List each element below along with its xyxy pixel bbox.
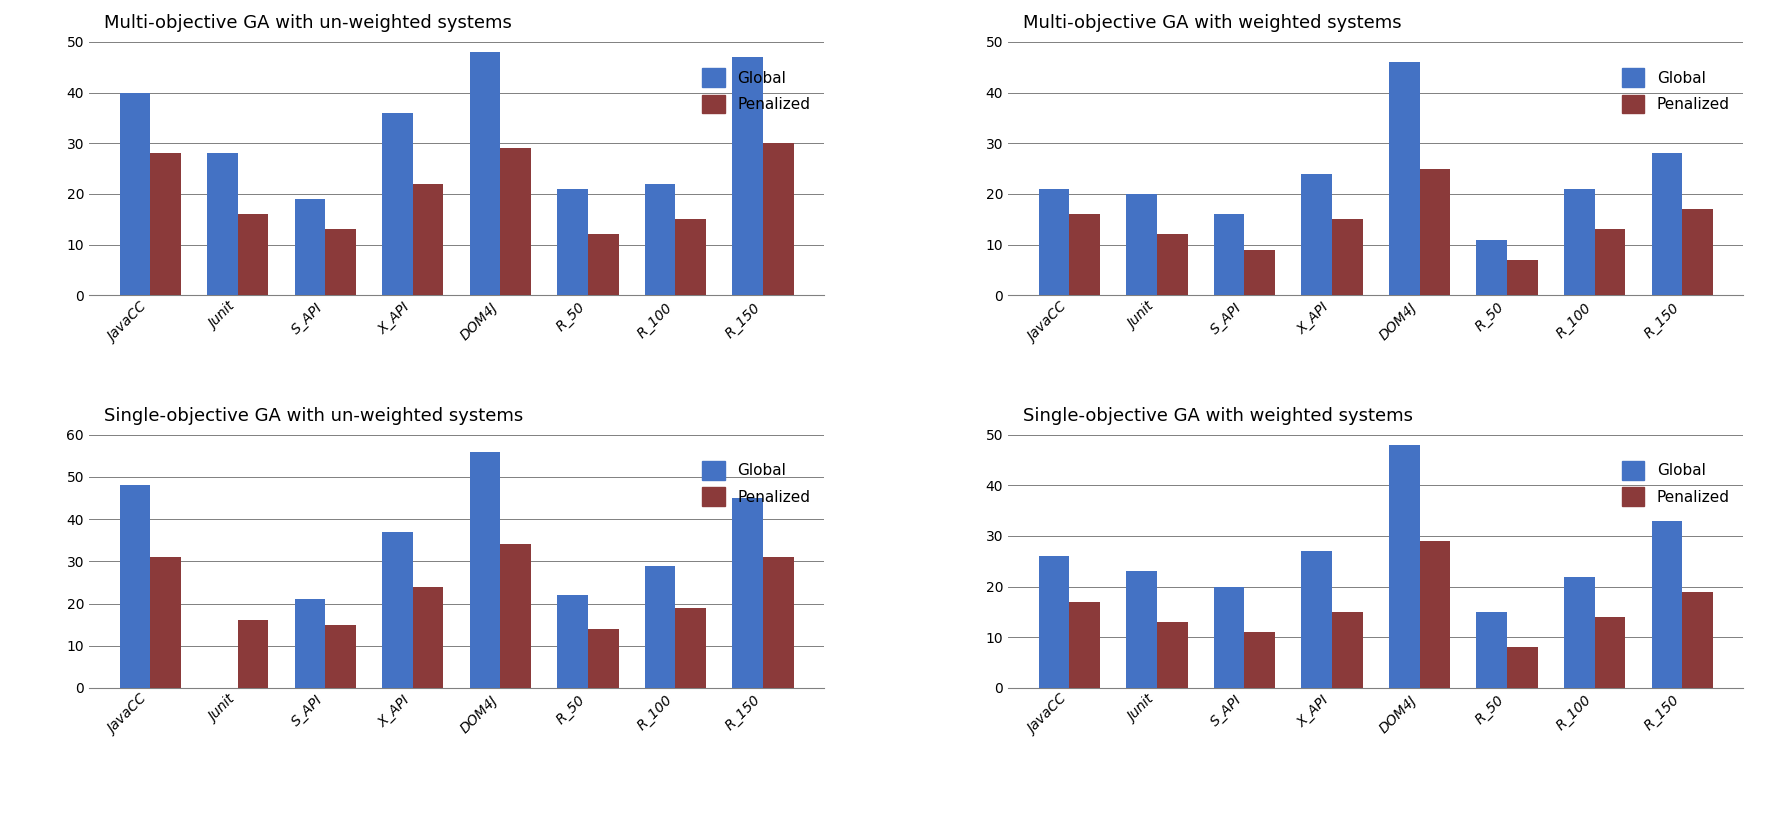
Bar	[1594, 229, 1626, 295]
Bar	[326, 229, 356, 295]
Bar	[763, 143, 793, 295]
Text: Multi-objective GA with un-weighted systems: Multi-objective GA with un-weighted syst…	[103, 14, 512, 32]
Bar	[1302, 551, 1332, 688]
Bar	[1332, 612, 1363, 688]
Bar	[1683, 591, 1713, 688]
Bar	[470, 451, 500, 688]
Bar	[1213, 586, 1245, 688]
Bar	[1420, 541, 1450, 688]
Bar	[763, 557, 793, 688]
Bar	[206, 154, 238, 295]
Bar	[238, 620, 269, 688]
Bar	[1126, 571, 1156, 688]
Bar	[1477, 240, 1507, 295]
Bar	[733, 498, 763, 688]
Bar	[382, 113, 413, 295]
Bar	[1039, 189, 1069, 295]
Bar	[1245, 633, 1276, 688]
Bar	[733, 57, 763, 295]
Bar	[1156, 622, 1188, 688]
Bar	[1302, 174, 1332, 295]
Bar	[644, 565, 676, 688]
Bar	[326, 625, 356, 688]
Bar	[149, 154, 181, 295]
Bar	[587, 234, 619, 295]
Text: Single-objective GA with weighted systems: Single-objective GA with weighted system…	[1023, 407, 1413, 425]
Bar	[500, 149, 530, 295]
Legend: Global, Penalized: Global, Penalized	[696, 455, 817, 512]
Bar	[1069, 214, 1099, 295]
Bar	[238, 214, 269, 295]
Legend: Global, Penalized: Global, Penalized	[1615, 455, 1736, 512]
Bar	[413, 184, 443, 295]
Bar	[1332, 219, 1363, 295]
Bar	[1477, 612, 1507, 688]
Bar	[1039, 556, 1069, 688]
Bar	[1594, 617, 1626, 688]
Bar	[119, 485, 149, 688]
Bar	[676, 607, 706, 688]
Bar	[1507, 260, 1537, 295]
Text: Single-objective GA with un-weighted systems: Single-objective GA with un-weighted sys…	[103, 407, 523, 425]
Bar	[587, 629, 619, 688]
Bar	[382, 532, 413, 688]
Bar	[1156, 234, 1188, 295]
Bar	[1389, 445, 1420, 688]
Bar	[413, 586, 443, 688]
Bar	[1420, 169, 1450, 295]
Bar	[1507, 648, 1537, 688]
Bar	[470, 52, 500, 295]
Bar	[1126, 194, 1156, 295]
Bar	[1683, 209, 1713, 295]
Bar	[500, 545, 530, 688]
Bar	[119, 92, 149, 295]
Bar	[1213, 214, 1245, 295]
Bar	[557, 189, 587, 295]
Bar	[1651, 521, 1683, 688]
Bar	[1564, 189, 1594, 295]
Bar	[1069, 602, 1099, 688]
Bar	[1564, 576, 1594, 688]
Bar	[644, 184, 676, 295]
Text: Multi-objective GA with weighted systems: Multi-objective GA with weighted systems	[1023, 14, 1402, 32]
Legend: Global, Penalized: Global, Penalized	[696, 62, 817, 119]
Bar	[1389, 62, 1420, 295]
Bar	[295, 199, 326, 295]
Bar	[1651, 154, 1683, 295]
Bar	[557, 595, 587, 688]
Bar	[295, 599, 326, 688]
Bar	[676, 219, 706, 295]
Bar	[149, 557, 181, 688]
Legend: Global, Penalized: Global, Penalized	[1615, 62, 1736, 119]
Bar	[1245, 250, 1276, 295]
